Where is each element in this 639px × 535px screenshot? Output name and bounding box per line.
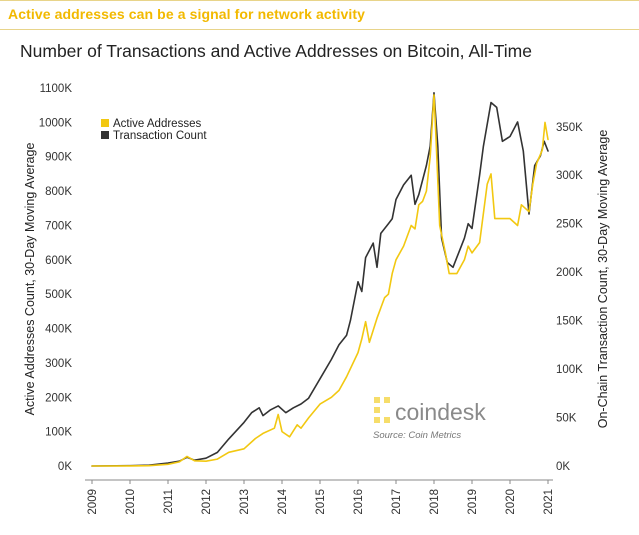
x-axis-tick-label: 2011 bbox=[163, 489, 175, 514]
right-axis-tick-label: 350K bbox=[556, 122, 583, 134]
left-axis-tick-label: 500K bbox=[45, 289, 72, 301]
right-axis-tick-label: 100K bbox=[556, 364, 583, 376]
left-axis-tick-label: 100K bbox=[45, 427, 72, 439]
right-axis-tick-label: 300K bbox=[556, 170, 583, 182]
chart-legend: Active Addresses Transaction Count bbox=[101, 118, 207, 142]
right-axis-tick-label: 150K bbox=[556, 316, 583, 328]
left-axis-tick-label: 400K bbox=[45, 324, 72, 336]
left-axis-tick-label: 300K bbox=[45, 358, 72, 370]
x-axis-tick-label: 2016 bbox=[353, 489, 365, 515]
article-headline: Active addresses can be a signal for net… bbox=[8, 6, 365, 22]
right-axis-tick-label: 50K bbox=[556, 413, 577, 425]
top-rule bbox=[0, 0, 639, 1]
legend-swatch-transaction-count bbox=[101, 131, 109, 139]
coindesk-logo-icon bbox=[374, 397, 390, 423]
right-axis-tick-label: 250K bbox=[556, 219, 583, 231]
right-axis-tick-label: 0K bbox=[556, 461, 570, 473]
left-axis-tick-label: 0K bbox=[58, 461, 72, 473]
x-axis-tick-label: 2010 bbox=[125, 489, 137, 515]
left-axis-tick-label: 600K bbox=[45, 255, 72, 267]
x-axis-tick-label: 2021 bbox=[543, 489, 555, 515]
x-axis-tick-label: 2019 bbox=[467, 489, 479, 515]
watermark-brand: coindesk bbox=[395, 399, 486, 425]
right-axis-title: On-Chain Transaction Count, 30-Day Movin… bbox=[596, 130, 610, 429]
x-axis-tick-label: 2018 bbox=[429, 489, 441, 515]
watermark-source: Source: Coin Metrics bbox=[373, 430, 461, 441]
legend-label-transaction-count: Transaction Count bbox=[113, 130, 207, 142]
headline-separator bbox=[0, 29, 639, 30]
series-line-transaction-count bbox=[91, 92, 549, 467]
right-axis-tick-label: 200K bbox=[556, 267, 583, 279]
x-axis-tick-label: 2013 bbox=[239, 489, 251, 515]
x-axis-ticks: 2009 2010 2011 2012 2013 2014 2015 2016 2017 2018… bbox=[87, 480, 555, 515]
coindesk-watermark: coindesk Source: Coin Metrics bbox=[373, 397, 486, 441]
left-axis-tick-label: 1100K bbox=[40, 83, 73, 95]
x-axis-tick-label: 2009 bbox=[87, 489, 99, 515]
x-axis-tick-label: 2015 bbox=[315, 489, 327, 515]
right-axis-ticks: 0K 50K 100K 150K 200K 250K 300K 350K bbox=[556, 122, 583, 473]
left-axis-tick-label: 200K bbox=[45, 392, 72, 404]
left-axis-title: Active Addresses Count, 30-Day Moving Av… bbox=[23, 143, 37, 416]
chart-title: Number of Transactions and Active Addres… bbox=[20, 41, 532, 61]
x-axis-tick-label: 2014 bbox=[277, 488, 289, 514]
left-axis-ticks: 0K 100K 200K 300K 400K 500K 600K 700K 800K 900K 10… bbox=[39, 83, 73, 473]
x-axis-tick-label: 2020 bbox=[505, 489, 517, 515]
x-axis-tick-label: 2012 bbox=[201, 489, 213, 515]
series-line-active-addresses bbox=[91, 94, 549, 467]
left-axis-tick-label: 800K bbox=[45, 186, 72, 198]
left-axis-tick-label: 900K bbox=[45, 152, 72, 164]
x-axis-tick-label: 2017 bbox=[391, 489, 403, 515]
left-axis-tick-label: 1000K bbox=[39, 117, 73, 129]
legend-swatch-active-addresses bbox=[101, 119, 109, 127]
series-layer bbox=[91, 92, 549, 467]
left-axis-tick-label: 700K bbox=[45, 220, 72, 232]
legend-label-active-addresses: Active Addresses bbox=[113, 118, 201, 130]
